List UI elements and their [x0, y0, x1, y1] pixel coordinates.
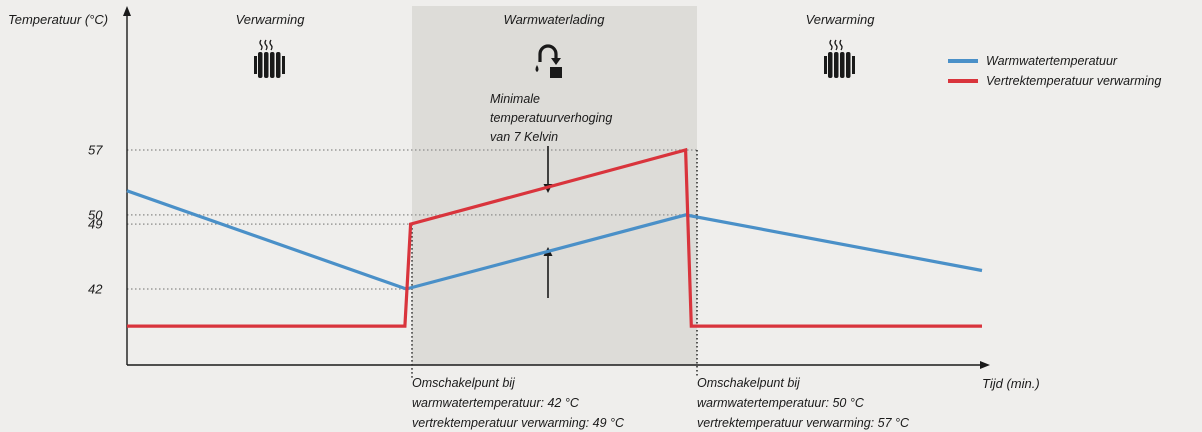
switch-point-caption-2: Omschakelpunt bij warmwatertemperatuur: …: [697, 376, 910, 430]
annotation-line-3: van 7 Kelvin: [490, 130, 558, 144]
switch-point-caption-1: Omschakelpunt bij warmwatertemperatuur: …: [412, 376, 625, 430]
series-line-vertrektemperatuur: [127, 147, 982, 328]
temperature-difference-annotation: Minimale temperatuurverhoging van 7 Kelv…: [490, 92, 612, 144]
series-line-warmwatertemperatuur: [126, 189, 983, 291]
phase-label-dhw: Warmwaterlading: [504, 12, 606, 27]
switch-caption-2-line-3: vertrektemperatuur verwarming: 57 °C: [697, 416, 910, 430]
switch-caption-1-line-3: vertrektemperatuur verwarming: 49 °C: [412, 416, 625, 430]
x-axis-label: Tijd (min.): [982, 376, 1040, 391]
legend-label-vertrek: Vertrektemperatuur verwarming: [986, 74, 1161, 88]
phase-label-heating-1: Verwarming: [236, 12, 306, 27]
x-axis-arrow: [980, 361, 990, 369]
switch-caption-1-line-1: Omschakelpunt bij: [412, 376, 516, 390]
y-axis-label: Temperatuur (°C): [8, 12, 108, 27]
legend: Warmwatertemperatuur Vertrektemperatuur …: [948, 54, 1161, 88]
y-tick-label-42: 42: [88, 282, 103, 297]
legend-label-warmwater: Warmwatertemperatuur: [986, 54, 1118, 68]
annotation-line-1: Minimale: [490, 92, 540, 106]
y-tick-label-49: 49: [88, 217, 102, 232]
annotation-line-2: temperatuurverhoging: [490, 111, 612, 125]
y-tick-label-57: 57: [88, 143, 103, 158]
y-axis-arrow: [123, 6, 131, 16]
radiator-icon: [824, 39, 855, 78]
tick-guide-lines: [127, 149, 697, 290]
switch-caption-1-line-2: warmwatertemperatuur: 42 °C: [412, 396, 580, 410]
phase-label-heating-2: Verwarming: [806, 12, 876, 27]
switch-caption-2-line-2: warmwatertemperatuur: 50 °C: [697, 396, 865, 410]
switch-caption-2-line-1: Omschakelpunt bij: [697, 376, 801, 390]
radiator-icon: [254, 39, 285, 78]
switch-point-lines: [411, 150, 698, 378]
y-tick-label-50: 50: [88, 207, 103, 222]
tap-icon: [535, 44, 562, 78]
